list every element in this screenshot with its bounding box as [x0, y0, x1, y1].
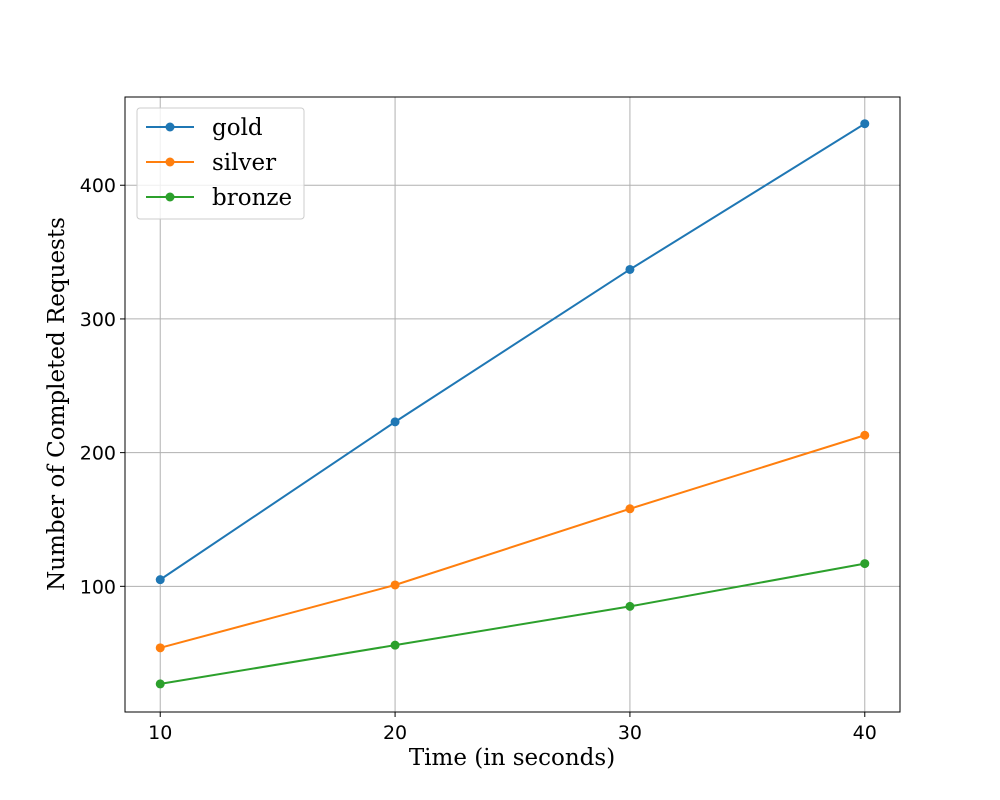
y-tick-label: 200: [80, 443, 116, 465]
legend-swatch-marker: [165, 192, 175, 202]
x-tick-label: 40: [853, 722, 877, 744]
data-point-silver: [390, 580, 400, 590]
x-tick-label: 30: [618, 722, 642, 744]
legend-entry-gold: gold: [146, 115, 263, 141]
data-point-silver: [155, 643, 165, 653]
legend: gold silver bronze: [136, 107, 305, 220]
x-axis-ticks: 10 20 30 40: [148, 712, 877, 744]
series-bronze: [155, 559, 870, 689]
data-point-bronze: [860, 559, 870, 569]
series-layer: [155, 119, 870, 689]
data-point-silver: [625, 504, 635, 514]
legend-entry-silver: silver: [146, 150, 276, 176]
data-point-gold: [625, 264, 635, 274]
data-point-bronze: [625, 601, 635, 611]
legend-entry-bronze: bronze: [146, 185, 292, 211]
data-point-silver: [860, 430, 870, 440]
data-point-bronze: [390, 640, 400, 650]
x-tick-label: 20: [383, 722, 407, 744]
legend-label: silver: [212, 150, 276, 176]
legend-swatch-marker: [165, 122, 175, 132]
series-gold: [155, 119, 870, 585]
x-tick-label: 10: [148, 722, 172, 744]
series-line-bronze: [160, 562, 865, 685]
legend-box: [136, 107, 305, 220]
data-point-gold: [860, 119, 870, 129]
data-point-gold: [155, 575, 165, 585]
grid: [125, 97, 900, 712]
y-tick-label: 300: [80, 309, 116, 331]
plot-frame: [124, 96, 901, 713]
x-axis-label: Time (in seconds): [409, 745, 615, 771]
legend-label: bronze: [212, 185, 292, 211]
data-point-bronze: [155, 679, 165, 689]
y-tick-label: 100: [80, 576, 116, 598]
series-line-silver: [159, 434, 866, 649]
series-line-gold: [159, 122, 866, 581]
y-axis-label: Number of Completed Requests: [44, 217, 70, 591]
legend-label: gold: [212, 115, 263, 141]
series-silver: [155, 430, 870, 653]
data-point-gold: [390, 417, 400, 427]
legend-swatch-marker: [165, 157, 175, 167]
y-axis-ticks: 100 200 300 400: [80, 175, 125, 598]
y-tick-label: 400: [80, 175, 116, 197]
